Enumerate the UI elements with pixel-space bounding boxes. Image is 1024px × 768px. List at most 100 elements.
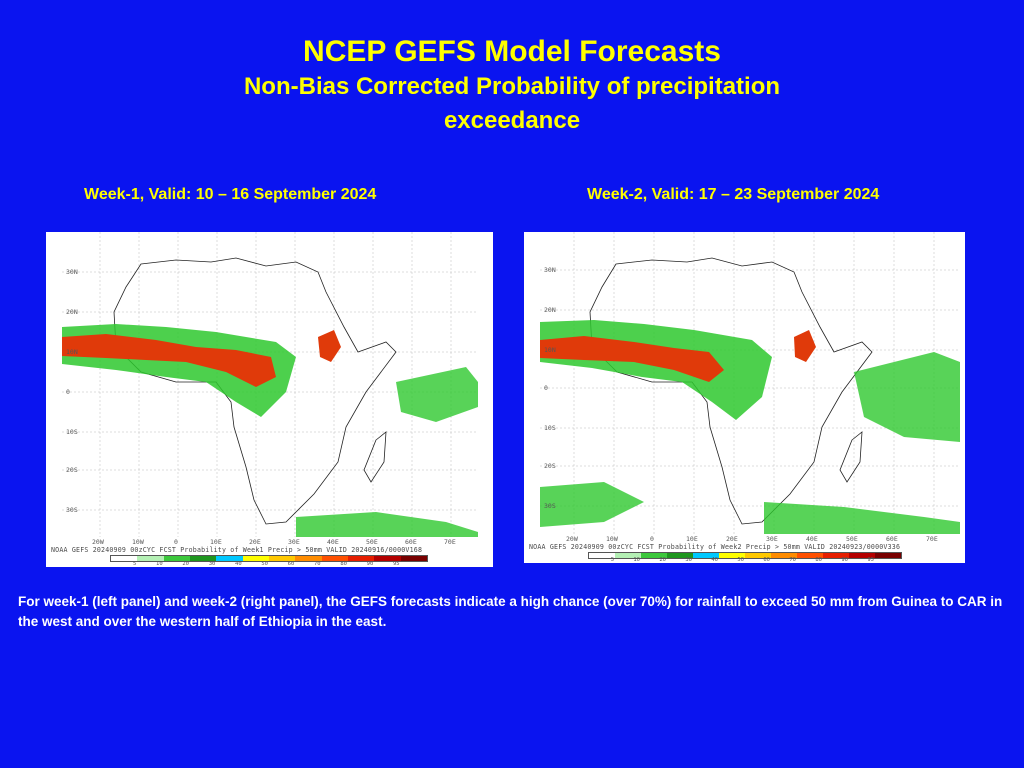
legend-tick: 10	[633, 557, 640, 563]
legend-tick: 80	[815, 557, 822, 563]
week1-label: Week-1, Valid: 10 – 16 September 2024	[84, 186, 377, 203]
lon-label: 10E	[686, 535, 698, 543]
legend-tick: 70	[789, 557, 796, 563]
lat-label: 0	[544, 384, 548, 392]
legend-swatch	[589, 553, 615, 558]
week1-forecast-map: 30N 20N 10N 0 10S 20S 30S 20W 10W 0 10E …	[46, 232, 493, 567]
legend-tick: 50	[737, 557, 744, 563]
week1-high-prob	[62, 334, 276, 387]
week1-plot-caption: NOAA GEFS 20240909 00zCYC FCST Probabili…	[51, 546, 423, 554]
lat-label: 10N	[544, 346, 556, 354]
legend-tick: 30	[208, 561, 216, 567]
week1-color-legend	[110, 555, 428, 562]
lat-label: 10S	[66, 428, 78, 436]
lon-label: 70E	[444, 538, 456, 546]
legend-swatch	[849, 553, 875, 558]
legend-tick: 95	[867, 557, 874, 563]
lat-label: 0	[66, 388, 70, 396]
lon-label: 20E	[726, 535, 738, 543]
legend-tick: 90	[841, 557, 848, 563]
week1-map-graphic: 30N 20N 10N 0 10S 20S 30S 20W 10W 0 10E …	[62, 232, 478, 546]
legend-tick: 70	[314, 561, 321, 567]
legend-swatch	[216, 556, 243, 561]
lat-label: 20S	[66, 466, 78, 474]
legend-swatch	[268, 556, 296, 561]
africa-outline	[589, 257, 873, 525]
legend-swatch	[111, 556, 138, 561]
africa-outline	[113, 257, 397, 525]
madagascar-outline	[363, 431, 387, 483]
legend-swatch	[615, 553, 641, 558]
legend-tick: 30	[685, 557, 692, 563]
legend-swatch	[163, 556, 190, 561]
forecast-summary: For week-1 (left panel) and week-2 (righ…	[18, 594, 1003, 629]
lat-label: 10S	[544, 424, 556, 432]
legend-tick: 40	[711, 557, 718, 563]
legend-swatch	[374, 556, 401, 561]
madagascar-outline	[839, 431, 863, 483]
week2-ethiopia-high	[794, 330, 816, 362]
week2-high-prob	[540, 336, 724, 382]
week2-legend-ticks: 5 10 20 30 40 50 60 70 80 90 95	[588, 557, 900, 563]
week1-south-rain	[296, 512, 478, 537]
legend-swatch	[771, 553, 797, 558]
lon-label: 10W	[606, 535, 618, 543]
legend-swatch	[295, 556, 322, 561]
legend-swatch	[189, 556, 217, 561]
legend-tick: 5	[610, 557, 614, 563]
legend-swatch	[347, 556, 375, 561]
lon-label: 50E	[846, 535, 858, 543]
week2-plot-caption: NOAA GEFS 20240909 00zCYC FCST Probabili…	[529, 543, 901, 551]
week1-lat-labels: 30N 20N 10N 0 10S 20S 30S	[66, 268, 78, 514]
lon-label: 40E	[806, 535, 818, 543]
legend-tick: 60	[287, 561, 295, 567]
legend-tick: 10	[156, 561, 163, 567]
week2-ocean-rain	[854, 352, 960, 442]
legend-swatch	[321, 556, 348, 561]
lat-label: 30S	[544, 502, 556, 510]
lon-label: 20W	[566, 535, 578, 543]
week2-forecast-map: 30N 20N 10N 0 10S 20S 30S 20W 10W 0 10E …	[524, 232, 965, 563]
legend-swatch	[400, 556, 427, 561]
legend-swatch	[667, 553, 693, 558]
legend-tick: 50	[261, 561, 268, 567]
week2-south-rain	[540, 482, 960, 534]
legend-tick: 60	[763, 557, 770, 563]
legend-tick-pad	[874, 557, 900, 563]
lat-label: 30N	[544, 266, 556, 274]
lat-label: 30N	[66, 268, 78, 276]
legend-swatch	[797, 553, 823, 558]
legend-swatch	[745, 553, 771, 558]
legend-swatch	[641, 553, 667, 558]
week2-map-graphic: 30N 20N 10N 0 10S 20S 30S 20W 10W 0 10E …	[540, 232, 960, 543]
week2-lat-labels: 30N 20N 10N 0 10S 20S 30S	[544, 266, 556, 510]
lat-label: 10N	[66, 348, 78, 356]
week2-rain-band	[540, 320, 772, 420]
lon-label: 70E	[926, 535, 938, 543]
week1-ethiopia-high	[318, 330, 341, 362]
legend-swatch	[823, 553, 849, 558]
lon-label: 40E	[327, 538, 339, 546]
legend-swatch	[693, 553, 719, 558]
legend-tick-pad	[400, 561, 426, 567]
legend-swatch	[875, 553, 901, 558]
legend-tick: 20	[659, 557, 666, 563]
legend-swatch	[137, 556, 164, 561]
lon-label: 20W	[92, 538, 104, 546]
lon-label: 50E	[366, 538, 378, 546]
legend-tick: 90	[366, 561, 374, 567]
legend-tick: 40	[235, 561, 242, 567]
legend-swatch	[719, 553, 745, 558]
week1-lon-labels: 20W 10W 0 10E 20E 30E 40E 50E 60E 70E	[92, 538, 456, 546]
page-title: NCEP GEFS Model Forecasts	[303, 35, 721, 68]
lon-label: 10E	[210, 538, 222, 546]
lon-label: 60E	[405, 538, 417, 546]
legend-tick: 80	[340, 561, 347, 567]
lon-label: 10W	[132, 538, 144, 546]
lon-label: 30E	[766, 535, 778, 543]
title-block: NCEP GEFS Model Forecasts Non-Bias Corre…	[0, 34, 1024, 138]
lat-label: 30S	[66, 506, 78, 514]
week2-color-legend	[588, 552, 902, 559]
lat-label: 20N	[544, 306, 556, 314]
week1-ocean-rain	[396, 367, 478, 422]
